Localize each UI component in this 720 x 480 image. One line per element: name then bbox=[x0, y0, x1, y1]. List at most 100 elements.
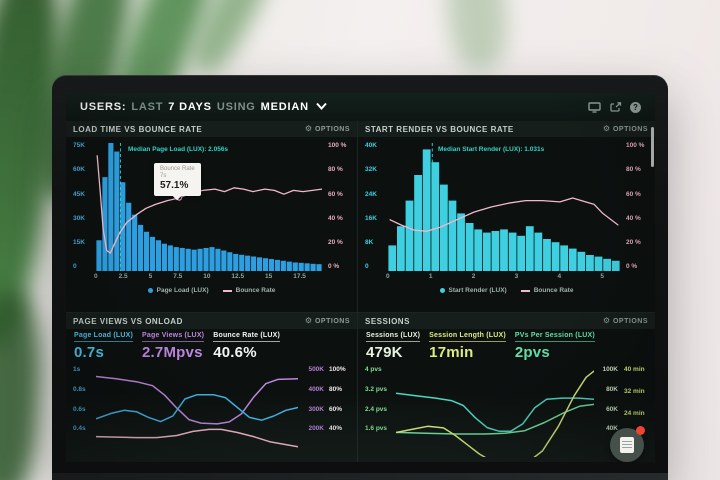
filter-metric: MEDIAN bbox=[260, 101, 309, 113]
axis-tick: 2.5 bbox=[118, 273, 128, 280]
chart-legend: Start Render (LUX) Bounce Rate bbox=[358, 287, 655, 294]
header-icon-group: ? bbox=[588, 101, 641, 113]
y-axis-left: 40K 32K 24K 16K 8K 0 bbox=[365, 142, 385, 271]
axis-tick: 75K bbox=[73, 142, 85, 149]
panel-title-bar: LOAD TIME VS BOUNCE RATE ⚙ OPTIONS bbox=[66, 121, 357, 137]
axis-tick: 40K bbox=[365, 142, 377, 149]
panel-title: PAGE VIEWS VS ONLOAD bbox=[73, 316, 183, 326]
panel-load-time: LOAD TIME VS BOUNCE RATE ⚙ OPTIONS 75K 60… bbox=[66, 121, 358, 313]
options-button[interactable]: ⚙ OPTIONS bbox=[305, 125, 350, 133]
metric-value: 2.7Mpvs bbox=[142, 344, 203, 361]
axis-tick: 3.2 pvs bbox=[365, 385, 388, 393]
dashboard-screen: USERS: LAST 7 DAYS USING MEDIAN bbox=[66, 93, 655, 462]
metric-row: Sessions (LUX) 479K Session Length (LUX) 17… bbox=[366, 332, 651, 361]
help-icon[interactable]: ? bbox=[630, 101, 641, 113]
y-axis-right-min: 40 min 32 min 24 min bbox=[624, 366, 652, 433]
axis-tick: 17.5 bbox=[293, 273, 306, 280]
axis-tick: 0.6s bbox=[73, 405, 86, 413]
axis-tick: 2.4 pvs bbox=[365, 405, 388, 413]
y-axis-left: 1s 0.8s 0.6s 0.4s bbox=[73, 366, 93, 433]
axis-tick: 0 bbox=[73, 263, 77, 271]
axis-tick: 0.4s bbox=[73, 425, 86, 433]
sessions-line-chart[interactable] bbox=[396, 365, 594, 457]
legend-label: Page Load (LUX) bbox=[156, 287, 209, 294]
axis-tick: 400K bbox=[308, 385, 324, 393]
axis-tick: 0 bbox=[94, 273, 98, 280]
axis-tick: 1s bbox=[73, 366, 81, 373]
axis-tick: 60 % bbox=[626, 190, 641, 198]
y-axis-right-k: 100K 80K 60K 40K bbox=[596, 366, 618, 433]
options-label: OPTIONS bbox=[314, 125, 350, 133]
axis-tick: 32K bbox=[365, 166, 377, 174]
panel-title-bar: PAGE VIEWS VS ONLOAD ⚙ OPTIONS bbox=[66, 313, 357, 329]
metric-underline bbox=[366, 341, 421, 342]
tooltip-series: Bounce Rate bbox=[160, 166, 195, 172]
gear-icon: ⚙ bbox=[602, 124, 610, 133]
scrollbar-thumb[interactable] bbox=[651, 127, 654, 167]
tooltip-x: 7s bbox=[160, 173, 167, 180]
axis-tick: 60 % bbox=[328, 190, 343, 198]
chart-tooltip: Bounce Rate 7s 57.1% bbox=[154, 163, 201, 197]
metric-block: Page Load (LUX) 0.7s bbox=[74, 332, 134, 361]
filter-using-word: USING bbox=[216, 101, 256, 113]
panel-sessions: SESSIONS ⚙ OPTIONS Sessions (LUX) 479K Ses… bbox=[358, 313, 655, 462]
gear-icon: ⚙ bbox=[304, 124, 312, 133]
axis-tick: 4 pvs bbox=[365, 366, 382, 373]
legend-dot-marker bbox=[147, 288, 153, 293]
load-time-histogram[interactable] bbox=[96, 143, 322, 271]
axis-tick: 80% bbox=[329, 385, 343, 393]
y-axis-left: 75K 60K 45K 30K 15K 0 bbox=[73, 142, 93, 271]
start-render-chart-plot[interactable] bbox=[388, 143, 620, 271]
options-button[interactable]: ⚙ OPTIONS bbox=[603, 125, 648, 133]
metric-value: 2pvs bbox=[514, 344, 550, 361]
axis-tick: 0.8s bbox=[73, 385, 86, 393]
tooltip-value: 57.1% bbox=[160, 180, 189, 192]
options-button[interactable]: ⚙ OPTIONS bbox=[603, 317, 648, 325]
panel-title-bar: SESSIONS ⚙ OPTIONS bbox=[358, 313, 655, 329]
metric-label: Session Length (LUX) bbox=[429, 332, 506, 339]
y-axis-right: 100 % 80 % 60 % 40 % 20 % 0 % bbox=[328, 142, 354, 271]
share-icon[interactable] bbox=[609, 101, 622, 113]
sessions-chart-plot[interactable] bbox=[396, 365, 594, 457]
axis-tick: 60% bbox=[329, 405, 343, 413]
legend-dot-marker bbox=[439, 288, 445, 293]
filter-dropdown[interactable]: USERS: LAST 7 DAYS USING MEDIAN bbox=[80, 101, 327, 113]
axis-tick: 0 % bbox=[328, 263, 340, 271]
page-views-line-chart[interactable] bbox=[96, 365, 298, 457]
axis-tick: 10 bbox=[203, 273, 211, 280]
chat-widget-button[interactable] bbox=[610, 426, 645, 462]
axis-tick: 24K bbox=[365, 190, 377, 198]
legend-line-marker bbox=[222, 289, 232, 292]
axis-tick: 3 bbox=[514, 273, 519, 280]
start-render-histogram[interactable] bbox=[388, 143, 620, 271]
legend-item[interactable]: Start Render (LUX) bbox=[439, 287, 507, 294]
axis-tick: 100 % bbox=[328, 142, 347, 149]
legend-item[interactable]: Page Load (LUX) bbox=[147, 287, 209, 294]
plant-leaf bbox=[442, 0, 512, 73]
options-button[interactable]: ⚙ OPTIONS bbox=[305, 317, 350, 325]
help-glyph: ? bbox=[633, 102, 638, 112]
legend-item[interactable]: Bounce Rate bbox=[520, 287, 574, 294]
legend-label: Bounce Rate bbox=[235, 287, 276, 294]
axis-tick: 32 min bbox=[624, 388, 645, 395]
y-axis-right: 100 % 80 % 60 % 40 % 20 % 0 % bbox=[626, 142, 652, 271]
legend-label: Bounce Rate bbox=[533, 287, 574, 294]
metric-value: 479K bbox=[366, 344, 403, 361]
axis-tick: 7.5 bbox=[173, 273, 183, 280]
axis-tick: 40 % bbox=[328, 214, 343, 222]
load-time-chart-plot[interactable] bbox=[96, 143, 322, 271]
axis-tick: 60K bbox=[73, 166, 85, 174]
filter-range-value: 7 DAYS bbox=[168, 101, 212, 113]
metric-value: 0.7s bbox=[74, 344, 104, 361]
metric-underline bbox=[74, 341, 134, 342]
chart-legend: Page Load (LUX) Bounce Rate bbox=[66, 287, 357, 294]
axis-tick: 40K bbox=[606, 425, 618, 433]
legend-item[interactable]: Bounce Rate bbox=[222, 287, 276, 294]
monitor-icon[interactable] bbox=[588, 101, 601, 113]
page-views-chart-plot[interactable] bbox=[96, 365, 298, 457]
panel-title: SESSIONS bbox=[365, 316, 410, 326]
axis-tick: 15K bbox=[73, 239, 85, 247]
median-annotation: Median Page Load (LUX): 2.056s bbox=[128, 146, 229, 153]
metric-label: Page Load (LUX) bbox=[74, 332, 134, 339]
y-axis-right-pct: 100% 80% 60% 40% bbox=[329, 366, 353, 433]
